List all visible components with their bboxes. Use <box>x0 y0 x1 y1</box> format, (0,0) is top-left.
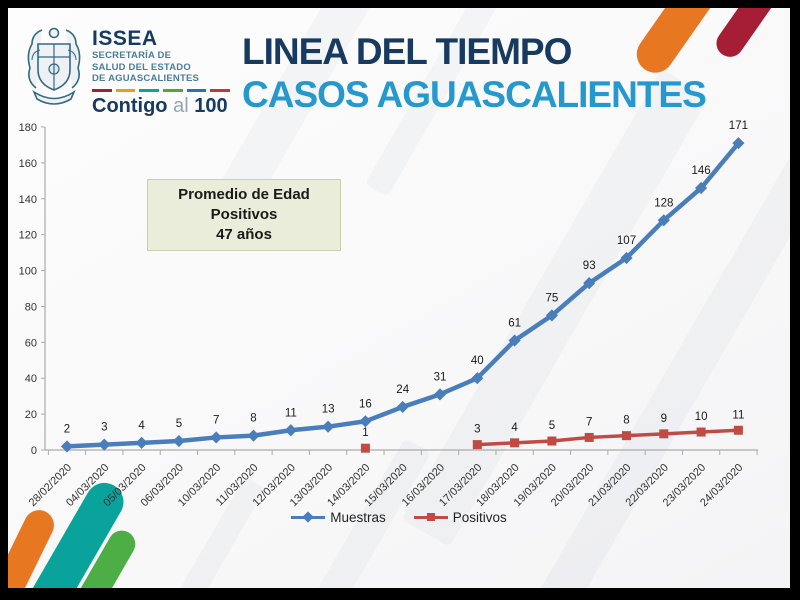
logo-subtitle-line: SALUD DEL ESTADO <box>92 61 191 73</box>
svg-text:11: 11 <box>732 409 744 421</box>
logo-text-block: ISSEA SECRETARÍA DE SALUD DEL ESTADO DE … <box>92 28 262 117</box>
logo-dash-segment <box>210 88 231 92</box>
svg-text:4: 4 <box>138 420 145 432</box>
svg-text:61: 61 <box>508 318 521 330</box>
background-streak <box>401 69 710 547</box>
page-title: LINEA DEL TIEMPO CASOS AGUASCALIENTES <box>242 30 707 116</box>
diamond-marker-icon <box>302 511 314 523</box>
svg-text:23/03/2020: 23/03/2020 <box>661 462 708 509</box>
average-age-box: Promedio de Edad Positivos 47 años <box>147 179 341 251</box>
svg-text:40: 40 <box>25 373 37 385</box>
decor-stripe-crimson-top <box>711 8 788 63</box>
svg-text:128: 128 <box>654 197 673 209</box>
background-streak <box>134 476 266 588</box>
average-age-line1: Promedio de Edad <box>178 186 310 203</box>
tagline-word: al <box>173 94 189 117</box>
square-marker-icon <box>426 513 435 521</box>
svg-text:5: 5 <box>176 418 182 430</box>
svg-text:16/03/2020: 16/03/2020 <box>400 462 447 509</box>
svg-text:12/03/2020: 12/03/2020 <box>251 462 298 509</box>
svg-text:20: 20 <box>25 409 37 421</box>
svg-text:16: 16 <box>359 398 372 410</box>
svg-text:10: 10 <box>695 411 708 423</box>
svg-text:8: 8 <box>623 415 629 427</box>
svg-text:3: 3 <box>101 422 107 434</box>
muestras-line-swatch <box>291 511 326 523</box>
svg-text:7: 7 <box>586 416 592 428</box>
chart-legend: Muestras Positivos <box>8 510 790 525</box>
svg-text:1: 1 <box>362 427 368 439</box>
svg-text:3: 3 <box>474 424 480 436</box>
logo-org-name: ISSEA <box>92 27 158 50</box>
svg-text:4: 4 <box>511 422 518 434</box>
legend-label-positivos: Positivos <box>452 510 507 525</box>
logo-dash-line <box>92 88 231 92</box>
svg-text:17/03/2020: 17/03/2020 <box>437 462 484 509</box>
svg-text:100: 100 <box>19 266 37 278</box>
logo-dash-segment <box>92 88 112 92</box>
legend-item-muestras: Muestras <box>291 510 386 525</box>
svg-text:93: 93 <box>583 260 596 272</box>
svg-text:171: 171 <box>729 120 748 132</box>
svg-text:24: 24 <box>396 384 409 396</box>
svg-text:75: 75 <box>546 292 559 304</box>
positivos-line-swatch <box>413 513 448 521</box>
svg-text:80: 80 <box>25 301 37 313</box>
svg-text:24/03/2020: 24/03/2020 <box>698 462 745 509</box>
svg-text:40: 40 <box>471 355 484 367</box>
logo-dash-segment <box>139 88 160 92</box>
svg-text:120: 120 <box>19 230 37 242</box>
svg-text:31: 31 <box>434 371 447 383</box>
svg-text:8: 8 <box>250 413 256 425</box>
logo-dash-segment <box>115 88 136 92</box>
logo-dash-segment <box>186 88 207 92</box>
page-title-line2: CASOS AGUASCALIENTES <box>242 74 707 115</box>
svg-text:06/03/2020: 06/03/2020 <box>139 462 186 509</box>
svg-text:28/02/2020: 28/02/2020 <box>27 462 74 509</box>
svg-text:10/03/2020: 10/03/2020 <box>176 462 223 509</box>
svg-text:13: 13 <box>322 404 335 416</box>
svg-text:9: 9 <box>661 413 667 425</box>
legend-item-positivos: Positivos <box>413 510 507 525</box>
svg-text:11: 11 <box>285 407 297 419</box>
svg-text:15/03/2020: 15/03/2020 <box>362 462 409 509</box>
svg-text:19/03/2020: 19/03/2020 <box>512 462 559 509</box>
average-age-line3: 47 años <box>216 226 272 243</box>
svg-text:60: 60 <box>25 337 37 349</box>
svg-text:22/03/2020: 22/03/2020 <box>624 462 671 509</box>
svg-text:20/03/2020: 20/03/2020 <box>549 462 596 509</box>
average-age-line2: Positivos <box>210 206 278 223</box>
svg-text:146: 146 <box>692 165 711 177</box>
svg-text:0: 0 <box>31 445 37 457</box>
logo-dash-segment <box>163 88 183 92</box>
svg-text:160: 160 <box>19 158 37 170</box>
svg-text:14/03/2020: 14/03/2020 <box>325 462 372 509</box>
svg-text:180: 180 <box>19 122 37 134</box>
legend-label-muestras: Muestras <box>330 510 386 525</box>
svg-text:5: 5 <box>549 420 555 432</box>
logo-tagline: Contigo al 100 <box>92 95 262 117</box>
page-title-line1: LINEA DEL TIEMPO <box>242 31 572 72</box>
svg-text:2: 2 <box>64 423 70 435</box>
tagline-word: Contigo <box>92 94 168 117</box>
svg-text:107: 107 <box>617 235 636 247</box>
slide-content: ISSEA SECRETARÍA DE SALUD DEL ESTADO DE … <box>8 8 790 588</box>
coat-of-arms-icon <box>27 27 81 105</box>
svg-text:7: 7 <box>213 414 219 426</box>
svg-text:18/03/2020: 18/03/2020 <box>474 462 521 509</box>
tagline-word: 100 <box>194 94 228 117</box>
logo-subtitle-line: SECRETARÍA DE <box>92 50 172 61</box>
logo-subtitle-line: DE AGUASCALIENTES <box>92 73 200 84</box>
svg-text:13/03/2020: 13/03/2020 <box>288 462 335 509</box>
svg-text:21/03/2020: 21/03/2020 <box>586 462 633 509</box>
svg-text:140: 140 <box>19 194 37 206</box>
svg-text:11/03/2020: 11/03/2020 <box>214 462 261 509</box>
